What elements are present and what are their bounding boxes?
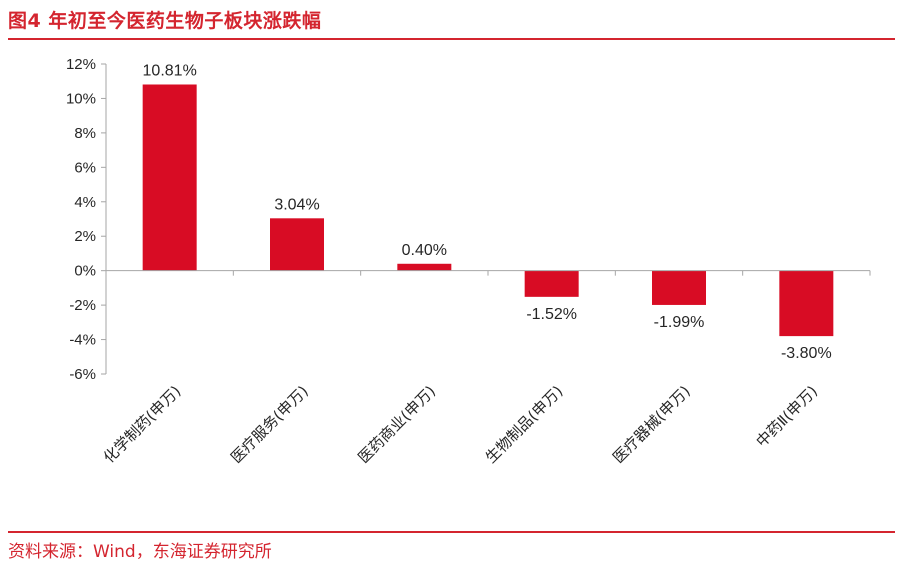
x-category-label: 医疗器械(申万) [609,382,694,467]
chart-title: 图4 年初至今医药生物子板块涨跌幅 [8,10,322,32]
y-tick-label: 10% [66,90,96,107]
x-category-label: 化学制药(申万) [100,382,185,467]
y-tick-label: 2% [74,228,96,245]
data-label: -1.99% [654,314,705,331]
bar [270,218,324,271]
y-tick-label: 12% [66,56,96,73]
x-category-label: 医疗服务(申万) [227,382,312,467]
y-tick-label: -4% [69,332,96,349]
data-label: 3.04% [274,196,319,213]
y-tick-label: 6% [74,159,96,176]
y-tick-label: -6% [69,366,96,383]
bar [652,270,706,305]
title-divider [8,38,895,40]
data-label: 10.81% [143,62,197,79]
y-tick-label: -2% [69,297,96,314]
y-tick-label: 8% [74,125,96,142]
bar [779,270,834,337]
bar [524,270,579,297]
y-tick-label: 0% [74,263,96,280]
bar-chart: 12% 10% 8% 6% 4% 2% 0% -2% -4% -6% 10.81% 3.04% 0.40… [66,56,871,467]
x-category-label: 中药Ⅱ(申万) [753,382,822,451]
bar [397,263,452,271]
y-tick-label: 4% [74,194,96,211]
source-note: 资料来源：Wind，东海证券研究所 [8,542,272,562]
footer-divider [8,531,895,533]
x-category-label: 生物制品(申万) [482,382,567,467]
bar [142,84,197,271]
data-label: 0.40% [402,242,447,259]
data-label: -1.52% [526,306,577,323]
x-category-label: 医药商业(申万) [355,382,440,467]
data-label: -3.80% [781,345,832,362]
